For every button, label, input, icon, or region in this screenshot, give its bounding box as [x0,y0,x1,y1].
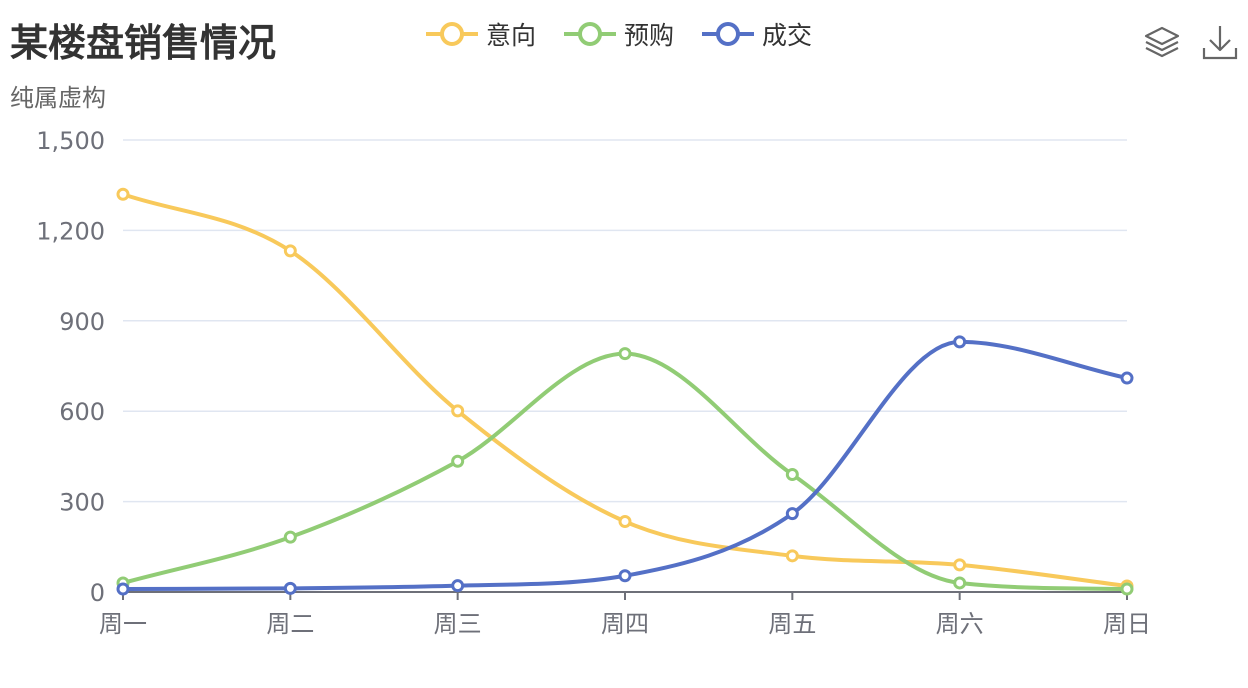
data-point[interactable] [785,549,799,563]
y-tick-label: 900 [59,308,105,336]
legend-label: 意向 [486,21,537,50]
data-point[interactable] [618,514,632,528]
data-point[interactable] [451,404,465,418]
x-tick-label: 周二 [266,610,314,638]
data-point[interactable] [451,454,465,468]
stack-layers-icon[interactable] [1140,20,1184,64]
series-1 [116,187,1134,593]
series-line [122,339,1128,591]
data-point[interactable] [953,576,967,590]
legend-label: 预购 [624,21,675,50]
x-tick-label: 周六 [936,610,984,638]
x-tick-label: 周三 [434,610,482,638]
y-tick-label: 300 [59,489,105,517]
series-2 [116,347,1134,596]
data-point[interactable] [785,507,799,521]
data-point[interactable] [283,581,297,595]
x-tick-label: 周五 [768,610,816,638]
data-point[interactable] [1120,371,1134,385]
data-point[interactable] [618,347,632,361]
y-tick-label: 1,200 [36,217,105,245]
data-point[interactable] [1120,582,1134,596]
download-icon[interactable] [1198,20,1242,64]
x-tick-label: 周日 [1103,610,1151,638]
legend-marker-icon [426,22,478,46]
y-axis-tick-labels: 0 300 600 900 1,200 1,500 [36,127,105,607]
data-point[interactable] [283,530,297,544]
data-point[interactable] [116,187,130,201]
legend-item-chengjiao[interactable]: 成交 [700,16,812,52]
legend: 意向 预购 成交 [424,14,838,54]
legend-item-yugou[interactable]: 预购 [562,16,674,52]
x-tick-label: 周四 [601,610,649,638]
series-3 [116,335,1134,596]
y-tick-label: 0 [90,579,105,607]
series-layer [116,187,1134,596]
toolbox [1126,20,1242,64]
data-point[interactable] [953,558,967,572]
y-tick-label: 600 [59,398,105,426]
legend-item-yixiang[interactable]: 意向 [424,16,536,52]
data-point[interactable] [785,467,799,481]
legend-marker-icon [564,22,617,46]
data-point[interactable] [451,579,465,593]
x-axis: 周一 周二 周三 周四 周五 周六 周日 [99,591,1151,638]
series-line [122,351,1128,591]
data-point[interactable] [116,582,130,596]
grid-lines [123,139,1127,503]
chart-title: 某楼盘销售情况 [10,21,277,65]
data-point[interactable] [953,335,967,349]
legend-label: 成交 [762,21,813,50]
x-tick-label: 周一 [99,610,147,638]
y-tick-label: 1,500 [36,127,105,155]
data-point[interactable] [283,244,297,258]
chart-subtitle: 纯属虚构 [10,84,106,112]
data-point[interactable] [618,569,632,583]
legend-marker-icon [702,22,755,46]
